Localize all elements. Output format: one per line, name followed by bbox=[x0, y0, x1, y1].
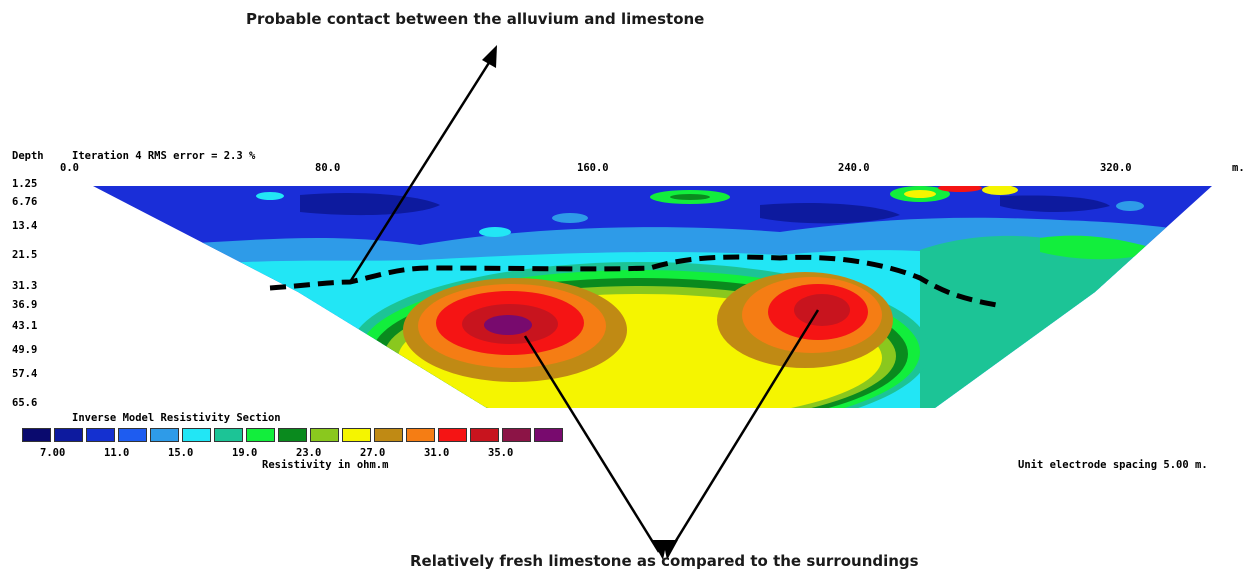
legend-label: 27.0 bbox=[360, 447, 386, 459]
arrow-head-bottom-right bbox=[663, 540, 678, 560]
depth-tick-label: 1.25 bbox=[12, 178, 38, 190]
near-surface-anomaly bbox=[670, 194, 710, 200]
legend-swatch bbox=[278, 428, 307, 442]
near-surface-anomaly bbox=[256, 192, 284, 200]
contact-dashed-line bbox=[269, 254, 1003, 309]
legend-swatch bbox=[182, 428, 211, 442]
resistivity-navy-patch bbox=[1000, 195, 1110, 212]
arrow-line-right bbox=[667, 309, 820, 553]
legend-swatch bbox=[342, 428, 371, 442]
legend-swatch bbox=[246, 428, 275, 442]
legend-label: 15.0 bbox=[168, 447, 194, 459]
x-tick-label: 80.0 bbox=[315, 162, 341, 174]
depth-tick-label: 13.4 bbox=[12, 220, 38, 232]
near-surface-anomaly bbox=[1116, 201, 1144, 211]
resistivity-section bbox=[93, 186, 1212, 408]
near-surface-anomaly bbox=[479, 227, 511, 237]
depth-tick-label: 21.5 bbox=[12, 249, 38, 261]
legend-swatch bbox=[374, 428, 403, 442]
depth-tick-label: 36.9 bbox=[12, 299, 38, 311]
legend-swatch bbox=[54, 428, 83, 442]
legend-swatch bbox=[22, 428, 51, 442]
depth-tick-label: 57.4 bbox=[12, 368, 38, 380]
depth-tick-label: 6.76 bbox=[12, 196, 38, 208]
near-surface-anomaly bbox=[982, 186, 1018, 195]
x-tick-label: 320.0 bbox=[1100, 162, 1132, 174]
depth-tick-label: 65.6 bbox=[12, 397, 38, 409]
x-unit-label: m. bbox=[1232, 162, 1245, 174]
resistivity-navy-patch bbox=[300, 193, 440, 216]
arrows-to-fresh-limestone bbox=[523, 309, 820, 553]
arrow-line bbox=[348, 57, 494, 283]
resistivity-teal-zone bbox=[920, 235, 1200, 408]
x-tick-label: 0.0 bbox=[60, 162, 79, 174]
resistivity-unit-label: Resistivity in ohm.m bbox=[262, 459, 389, 471]
depth-tick-label: 43.1 bbox=[12, 320, 38, 332]
core-left-purple bbox=[484, 315, 532, 335]
legend-label: 31.0 bbox=[424, 447, 450, 459]
section-title: Inverse Model Resistivity Section bbox=[72, 412, 281, 424]
legend-swatch bbox=[86, 428, 115, 442]
arrow-line-left bbox=[523, 335, 661, 553]
annotation-bottom: Relatively fresh limestone as compared t… bbox=[410, 552, 919, 570]
near-surface-anomaly bbox=[938, 186, 982, 192]
arrow-to-contact bbox=[348, 57, 494, 283]
arrow-head-bottom-left bbox=[652, 540, 667, 560]
electrode-spacing-label: Unit electrode spacing 5.00 m. bbox=[1018, 459, 1208, 471]
iteration-text: Iteration 4 RMS error = 2.3 % bbox=[72, 150, 256, 162]
legend-label: 23.0 bbox=[296, 447, 322, 459]
legend-swatch bbox=[118, 428, 147, 442]
legend-label: 19.0 bbox=[232, 447, 258, 459]
near-surface-anomaly bbox=[552, 213, 588, 223]
resistivity-green-patch bbox=[1040, 235, 1160, 260]
legend-label: 11.0 bbox=[104, 447, 130, 459]
arrow-head-top bbox=[482, 45, 497, 68]
depth-axis-label: Depth bbox=[12, 150, 44, 162]
x-tick-label: 240.0 bbox=[838, 162, 870, 174]
legend-swatch bbox=[502, 428, 531, 442]
legend-swatch bbox=[150, 428, 179, 442]
resistivity-navy-patch bbox=[760, 203, 900, 224]
legend-swatch bbox=[214, 428, 243, 442]
near-surface-anomaly bbox=[904, 190, 936, 198]
legend-swatch bbox=[470, 428, 499, 442]
legend-label: 35.0 bbox=[488, 447, 514, 459]
legend-swatch bbox=[406, 428, 435, 442]
x-tick-label: 160.0 bbox=[577, 162, 609, 174]
depth-tick-label: 49.9 bbox=[12, 344, 38, 356]
annotation-top: Probable contact between the alluvium an… bbox=[246, 10, 705, 28]
depth-tick-label: 31.3 bbox=[12, 280, 38, 292]
legend-label: 7.00 bbox=[40, 447, 66, 459]
legend-swatch bbox=[438, 428, 467, 442]
legend-swatch bbox=[534, 428, 563, 442]
legend-swatch bbox=[310, 428, 339, 442]
core-right-darkred bbox=[794, 294, 850, 326]
